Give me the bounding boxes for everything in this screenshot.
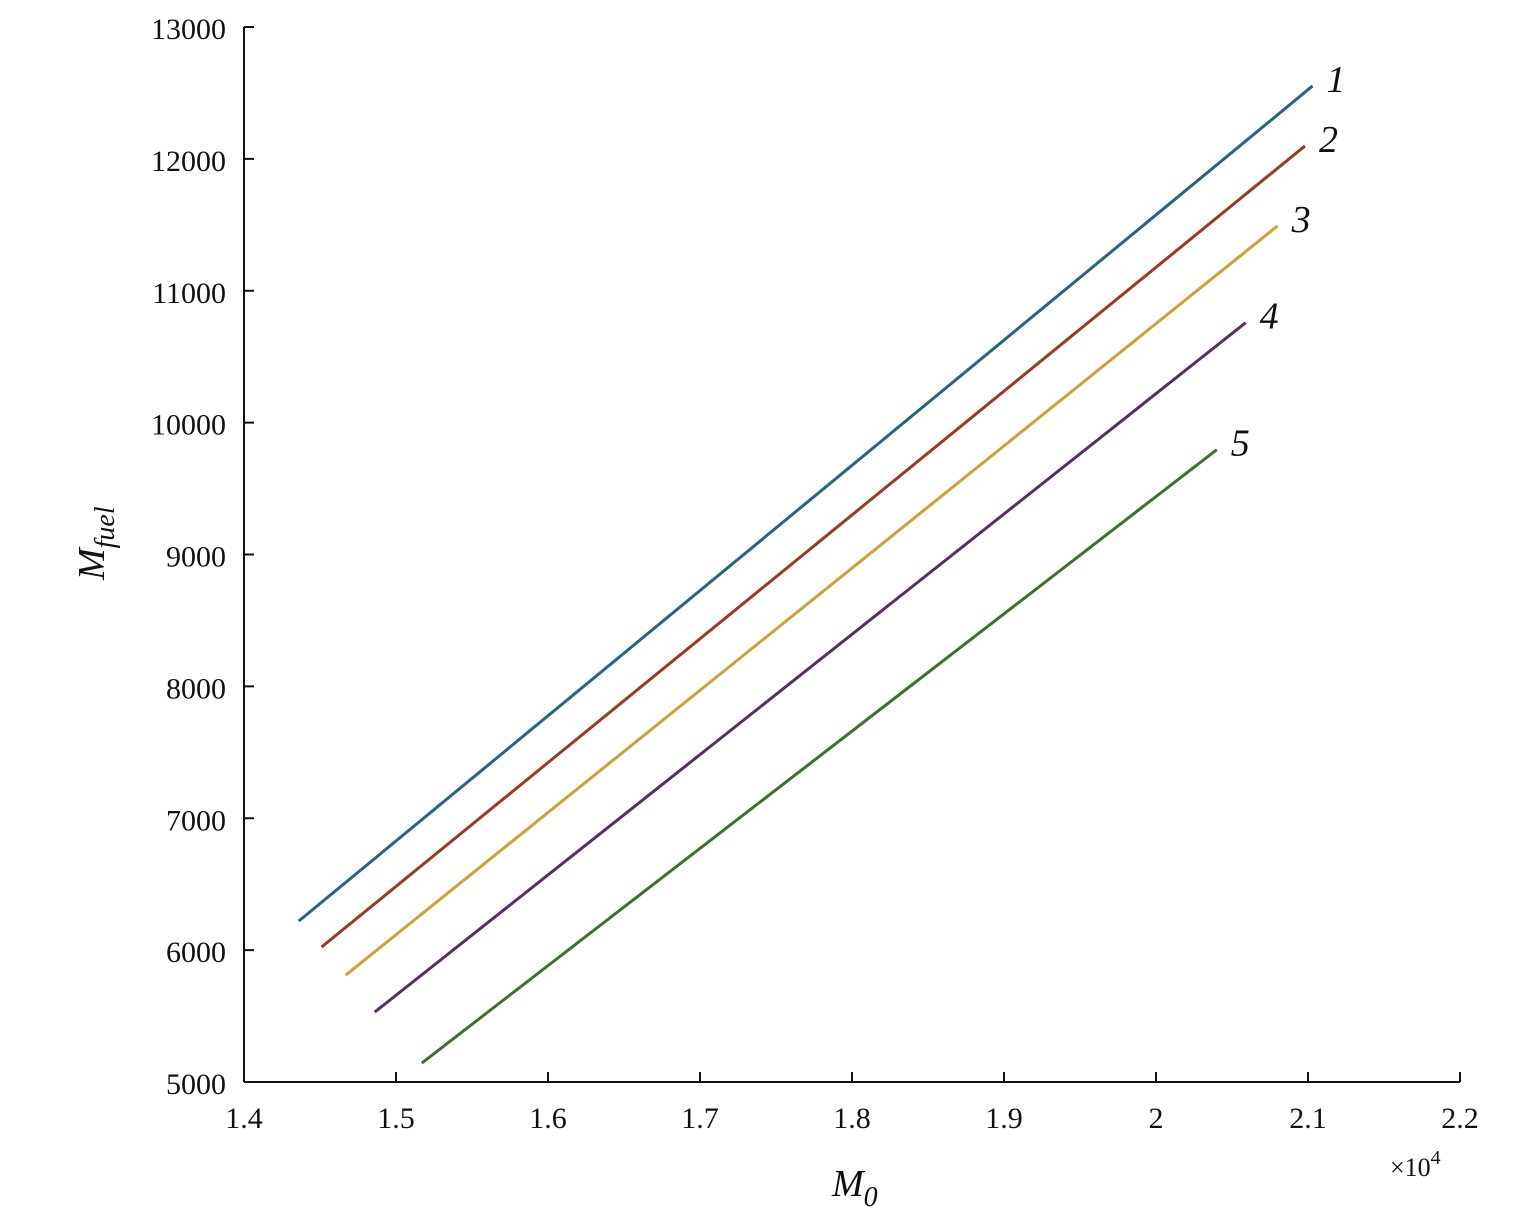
- y-tick-label: 12000: [151, 145, 226, 178]
- y-tick-label: 11000: [152, 277, 226, 310]
- x-tick-label: 1.9: [985, 1102, 1023, 1135]
- series-line-3: [344, 224, 1279, 977]
- x-tick-label: 2.1: [1289, 1102, 1327, 1135]
- series-line-1: [297, 84, 1314, 923]
- series-label-3: 3: [1291, 199, 1311, 241]
- series-line-5: [420, 448, 1218, 1065]
- y-tick-label: 10000: [151, 409, 226, 442]
- series-label-1: 1: [1327, 59, 1346, 101]
- x-tick-label: 2: [1149, 1102, 1164, 1135]
- x-tick-label: 1.8: [833, 1102, 871, 1135]
- x-axis-label: M0: [831, 1163, 878, 1213]
- x-tick-label: 1.4: [225, 1102, 263, 1135]
- x-tick-label: 2.2: [1441, 1102, 1479, 1135]
- y-tick-label: 13000: [151, 13, 226, 46]
- series-label-5: 5: [1231, 423, 1250, 465]
- series-line-2: [320, 144, 1306, 949]
- y-tick-label: 7000: [166, 804, 226, 837]
- series-line-4: [373, 321, 1247, 1014]
- y-tick-label: 5000: [166, 1068, 226, 1101]
- y-tick-label: 8000: [166, 672, 226, 705]
- series-label-4: 4: [1260, 296, 1279, 338]
- y-axis-ticks: 5000 6000 7000 8000 9000 10000 11000 12000 13000: [151, 13, 254, 1101]
- y-axis-label: Mfuel: [71, 506, 121, 581]
- y-tick-label: 9000: [166, 541, 226, 574]
- series-label-2: 2: [1319, 119, 1338, 161]
- x-tick-label: 1.7: [681, 1102, 719, 1135]
- x-tick-label: 1.6: [529, 1102, 567, 1135]
- y-tick-label: 6000: [166, 936, 226, 969]
- x-tick-label: 1.5: [377, 1102, 415, 1135]
- x-axis-ticks: 1.4 1.5 1.6 1.7 1.8 1.9 2 2.1 2.2: [225, 1072, 1479, 1135]
- axes: [243, 27, 1460, 1083]
- x-multiplier: ×104: [1390, 1147, 1441, 1182]
